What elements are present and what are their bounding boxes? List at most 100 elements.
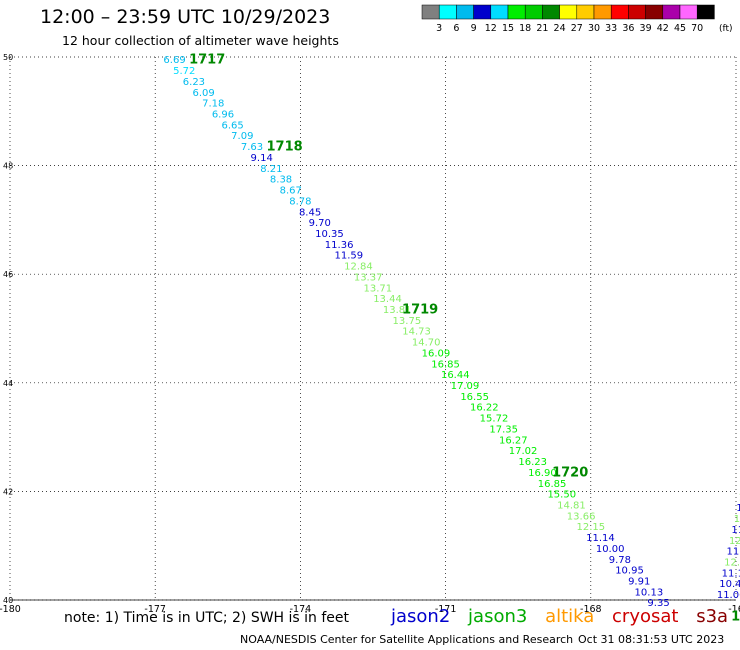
colorbar-label: 24 bbox=[554, 23, 566, 34]
data-point-label: 16.09 bbox=[422, 348, 451, 359]
data-point-label: 16.23 bbox=[518, 457, 547, 468]
colorbar-label: 21 bbox=[536, 23, 548, 34]
data-point-label: 12.29 bbox=[729, 536, 740, 547]
data-point-label: 13.61 bbox=[739, 492, 740, 503]
data-point-label: 9.78 bbox=[609, 555, 631, 566]
data-point-label: 16.55 bbox=[460, 392, 489, 403]
x-tick-label: -180 bbox=[0, 604, 21, 615]
data-point-label: 5.72 bbox=[173, 66, 195, 77]
colorbar-label: 6 bbox=[453, 23, 459, 34]
data-point-label: 17.35 bbox=[489, 424, 518, 435]
data-point-label: 11.64 bbox=[731, 525, 740, 536]
colorbar-swatch bbox=[507, 4, 526, 20]
data-point-label: 6.09 bbox=[192, 88, 214, 99]
colorbar-label: 12 bbox=[485, 23, 497, 34]
time-annotation: 1717 bbox=[189, 53, 225, 68]
data-point-label: 14.81 bbox=[557, 500, 586, 511]
colorbar-label: 18 bbox=[519, 23, 531, 34]
time-annotation: 1721 bbox=[731, 609, 740, 624]
x-tick-label: -16 bbox=[728, 604, 740, 615]
y-tick-label: 42 bbox=[3, 487, 13, 496]
y-tick-label: 46 bbox=[3, 270, 13, 279]
chart-title: 12:00 – 23:59 UTC 10/29/2023 bbox=[40, 6, 331, 28]
legend-altika: altika bbox=[545, 606, 595, 627]
data-point-label: 6.69 bbox=[163, 55, 185, 66]
axis-ticks: -180 -177 -174 -171 -168 -16 40 42 44 46 48 50 bbox=[0, 53, 740, 615]
data-point-label: 8.78 bbox=[289, 196, 311, 207]
colorbar-swatch bbox=[576, 4, 595, 20]
colorbar-label: 15 bbox=[502, 23, 514, 34]
colorbar-swatch bbox=[456, 4, 474, 20]
legend-cryosat: cryosat bbox=[612, 606, 679, 627]
y-tick-label: 48 bbox=[3, 162, 13, 171]
legend-jason3: jason3 bbox=[468, 606, 528, 627]
colorbar-swatch bbox=[610, 4, 629, 20]
colorbar-swatch bbox=[593, 4, 612, 20]
data-point-label: 11.06 bbox=[727, 547, 740, 558]
data-point-label: 13.75 bbox=[393, 316, 422, 327]
data-point-label: 15.50 bbox=[547, 490, 576, 501]
data-point-label: 16.85 bbox=[538, 479, 567, 490]
colorbar-label: 39 bbox=[640, 23, 652, 34]
y-tick-label: 40 bbox=[3, 596, 13, 605]
data-point-label: 17.09 bbox=[451, 381, 480, 392]
colorbar-swatch bbox=[559, 4, 578, 20]
x-tick-label: -174 bbox=[290, 604, 312, 615]
data-point-label: 14.73 bbox=[402, 327, 431, 338]
data-point-label: 11.36 bbox=[325, 240, 354, 251]
data-point-label: 13.81 bbox=[383, 305, 412, 316]
colorbar-label: 70 bbox=[691, 23, 703, 34]
time-annotation: 1718 bbox=[267, 140, 303, 155]
data-point-label: 10.00 bbox=[596, 544, 625, 555]
footer-credit: NOAA/NESDIS Center for Satellite Applica… bbox=[240, 633, 574, 646]
data-point-label: 9.70 bbox=[309, 218, 331, 229]
data-point-label: 9.14 bbox=[251, 153, 273, 164]
colorbar-label: 33 bbox=[605, 23, 617, 34]
data-point-label: 8.45 bbox=[299, 207, 321, 218]
colorbar-label: 45 bbox=[674, 23, 686, 34]
colorbar-label: 3 bbox=[436, 23, 442, 34]
colorbar-swatch bbox=[696, 4, 715, 20]
x-tick-label: -171 bbox=[435, 604, 457, 615]
data-point-label: 12.84 bbox=[344, 262, 373, 273]
colorbar-swatch bbox=[490, 4, 509, 20]
data-point-label: 13.37 bbox=[354, 272, 383, 283]
data-point-label: 17.02 bbox=[509, 446, 538, 457]
grid-lines bbox=[9, 56, 737, 601]
colorbar-label: 42 bbox=[657, 23, 669, 34]
x-tick-label: -168 bbox=[580, 604, 602, 615]
data-point-label: 7.18 bbox=[202, 99, 224, 110]
annotations: 17171718171917201721213921401 bbox=[189, 53, 740, 625]
data-point-label: 10.13 bbox=[635, 587, 664, 598]
data-point-label: 12.15 bbox=[576, 522, 605, 533]
colorbar-label: 30 bbox=[588, 23, 600, 34]
footer-note: note: 1) Time is in UTC; 2) SWH is in fe… bbox=[64, 610, 350, 626]
colorbar-swatch bbox=[679, 4, 698, 20]
legend-s3a: s3a bbox=[696, 606, 729, 627]
data-points: 6.695.726.236.097.186.966.657.097.639.14… bbox=[163, 55, 740, 609]
data-point-label: 13.71 bbox=[364, 283, 393, 294]
data-point-label: 16.27 bbox=[499, 435, 528, 446]
data-point-label: 11.87 bbox=[736, 503, 740, 514]
colorbar-swatch bbox=[542, 4, 560, 20]
colorbar-swatch bbox=[662, 4, 681, 20]
time-annotation: 1720 bbox=[552, 465, 588, 480]
data-point-label: 16.44 bbox=[441, 370, 470, 381]
colorbar-swatch bbox=[628, 4, 646, 20]
satellite-legend: jason2 jason3 altika cryosat s3a bbox=[391, 606, 740, 627]
colorbar-swatch bbox=[524, 4, 543, 20]
data-point-label: 14.70 bbox=[412, 338, 441, 349]
colorbar-unit: (ft) bbox=[719, 24, 733, 34]
data-point-label: 6.23 bbox=[183, 77, 205, 88]
colorbar-label: 9 bbox=[471, 23, 477, 34]
colorbar-label: 36 bbox=[622, 23, 634, 34]
data-point-label: 11.59 bbox=[334, 251, 363, 262]
data-point-label: 6.65 bbox=[222, 120, 244, 131]
legend-jason2: jason2 bbox=[391, 606, 451, 627]
data-point-label: 16.90 bbox=[528, 468, 557, 479]
data-point-label: 9.35 bbox=[647, 598, 669, 609]
data-point-label: 16.85 bbox=[431, 359, 460, 370]
data-point-label: 10.95 bbox=[615, 566, 644, 577]
data-point-label: 13.66 bbox=[567, 511, 596, 522]
